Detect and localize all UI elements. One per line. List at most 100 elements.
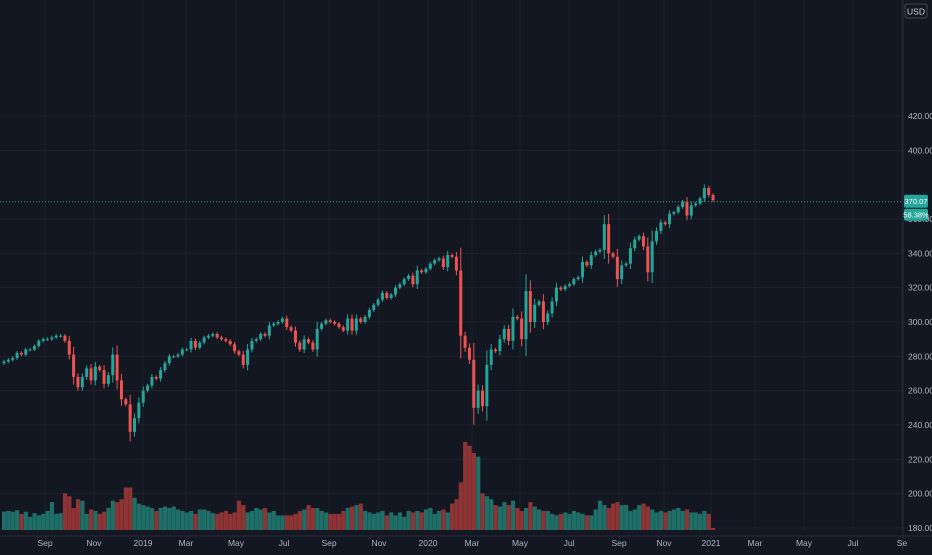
candle-body [498, 339, 502, 352]
candle-body [24, 349, 28, 355]
volume-bar [619, 505, 624, 530]
grid [0, 0, 903, 530]
candle-body [19, 352, 23, 355]
volume-bar [454, 499, 459, 530]
y-tick-label: 280.00 [908, 351, 932, 361]
volume-bar [350, 506, 355, 530]
x-tick-label: Jul [848, 538, 859, 548]
currency-badge[interactable]: USD [904, 3, 928, 19]
volume-bar [571, 510, 577, 530]
candle-body [167, 356, 171, 364]
volume-bar [141, 505, 146, 530]
candle-body [607, 224, 611, 254]
volume-bar [219, 512, 224, 530]
candle-body [359, 318, 363, 322]
candle-body [650, 241, 654, 273]
candle-body [76, 376, 80, 388]
candle-body [485, 364, 489, 407]
candle-body [180, 349, 184, 355]
time-axis[interactable]: Sep Nov 2019 Mar May Jul Sep Nov 2020 Mar May Jul Se… [0, 535, 932, 548]
y-tick-label: 300.00 [908, 317, 932, 327]
candle-body [254, 339, 258, 341]
candle-body [93, 366, 97, 381]
volume-bar [480, 493, 485, 530]
candle-body [428, 263, 432, 269]
volume-bar [637, 505, 642, 530]
volume-bar [567, 513, 572, 530]
volume-bar [680, 510, 685, 530]
candle-body [698, 198, 702, 204]
candle-body [594, 251, 598, 256]
candle-body [707, 188, 711, 195]
volume-bar [558, 513, 563, 530]
candle-body [620, 265, 624, 280]
candle-body [385, 292, 389, 298]
x-tick-label: May [512, 538, 529, 548]
candle-body [289, 327, 293, 331]
volume-bar [589, 515, 594, 530]
candle-body [41, 339, 45, 341]
candle-body [228, 340, 232, 345]
volume-bar [193, 513, 198, 530]
candle-body [128, 404, 132, 432]
volume-bar [15, 510, 20, 530]
volume-bar [354, 505, 359, 530]
candle-body [6, 359, 10, 362]
volume-bar [693, 512, 698, 530]
volume-bar [597, 500, 603, 530]
candle-body [250, 340, 254, 350]
candle-body [711, 194, 715, 201]
volume-bar [102, 511, 107, 530]
candle-body [124, 399, 128, 405]
candle-body [324, 320, 328, 324]
candle-body [611, 253, 615, 257]
candle-body [72, 354, 76, 377]
candle-body [106, 375, 110, 384]
candle-body [85, 368, 89, 377]
candle-body [115, 354, 119, 381]
candle-body [11, 358, 15, 360]
volume-bar [228, 513, 233, 530]
volume-bar [19, 513, 24, 530]
volume-bar [336, 513, 342, 530]
volume-bar [32, 513, 37, 530]
x-tick-label: May [796, 538, 813, 548]
candle-body [554, 287, 558, 302]
candle-body [259, 334, 263, 340]
candle-body [311, 342, 315, 350]
price-axis[interactable]: 180.00 200.00 220.00 240.00 260.00 280.00 300.… [902, 0, 932, 550]
candle-body [537, 301, 541, 305]
candle-body [189, 340, 193, 350]
candle-body [376, 299, 380, 305]
candle-body [550, 301, 554, 314]
candle-body [507, 328, 511, 341]
candle-body [481, 390, 484, 407]
volume-bar [323, 512, 329, 530]
candle-body [598, 249, 602, 252]
volume-bar [180, 510, 185, 530]
volume-bar [23, 511, 28, 530]
x-tick-label: Mar [465, 538, 480, 548]
volume-bar [345, 508, 350, 530]
volume-bar [328, 513, 333, 530]
candle-body [524, 291, 528, 340]
volume-bar [358, 503, 363, 530]
candle-body [141, 390, 145, 403]
candle-body [459, 270, 463, 336]
volume-bar [632, 509, 637, 530]
volume-bar [384, 515, 389, 530]
volume-bar [402, 516, 407, 530]
volume-bar [545, 510, 550, 530]
candle-body [420, 270, 424, 273]
candle-body [263, 334, 267, 336]
volume-bar [162, 506, 168, 530]
candle-body [367, 309, 371, 317]
candle-body [350, 318, 354, 331]
volume-bar [319, 510, 324, 530]
candle-body [446, 255, 450, 268]
candle-body [637, 236, 641, 240]
volume-bar [671, 509, 677, 530]
candle-body [2, 361, 6, 364]
